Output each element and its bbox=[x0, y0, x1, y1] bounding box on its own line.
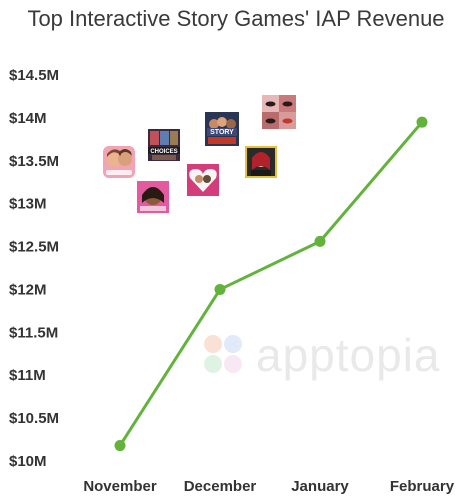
hollywood-icon bbox=[245, 146, 277, 178]
y-tick-label: $12.5M bbox=[9, 239, 59, 256]
svg-text:STORY: STORY bbox=[210, 129, 234, 136]
eyes-icon bbox=[262, 95, 296, 129]
y-tick-label: $11.5M bbox=[9, 324, 58, 341]
chapters-icon bbox=[137, 181, 169, 213]
y-tick-label: $10.5M bbox=[9, 410, 59, 427]
y-axis: $10M $10.5M $11M $11.5M $12M $12.5M $13M $13.5M… bbox=[9, 67, 59, 470]
choices-icon: CHOICES bbox=[148, 129, 180, 161]
x-tick-label: December bbox=[184, 478, 257, 495]
y-tick-label: $10M bbox=[9, 453, 47, 470]
x-tick-label: February bbox=[390, 478, 455, 495]
episode-icon bbox=[103, 146, 135, 178]
y-tick-label: $13.5M bbox=[9, 153, 59, 170]
x-tick-label: November bbox=[83, 478, 157, 495]
apptopia-logo-icon bbox=[204, 335, 242, 373]
data-point bbox=[314, 235, 326, 247]
app-icons: CHOICES STORY bbox=[103, 95, 296, 213]
y-tick-label: $14.5M bbox=[9, 67, 59, 84]
y-tick-label: $14M bbox=[9, 110, 47, 127]
x-tick-label: January bbox=[291, 478, 349, 495]
y-tick-label: $12M bbox=[9, 281, 47, 298]
y-tick-label: $11M bbox=[9, 367, 46, 384]
data-point bbox=[214, 283, 226, 295]
apptopia-watermark: apptopia bbox=[204, 329, 441, 381]
chart-title: Top Interactive Story Games' IAP Revenue bbox=[27, 6, 444, 31]
story-icon: STORY bbox=[205, 112, 239, 146]
y-tick-label: $13M bbox=[9, 196, 47, 213]
lovelink-icon bbox=[187, 164, 219, 196]
x-axis: November December January February bbox=[83, 478, 454, 495]
data-point bbox=[114, 440, 126, 452]
svg-text:CHOICES: CHOICES bbox=[150, 149, 177, 155]
plot-area bbox=[114, 116, 428, 452]
watermark-text: apptopia bbox=[256, 329, 441, 381]
series-line bbox=[118, 121, 424, 447]
data-point bbox=[416, 116, 428, 128]
